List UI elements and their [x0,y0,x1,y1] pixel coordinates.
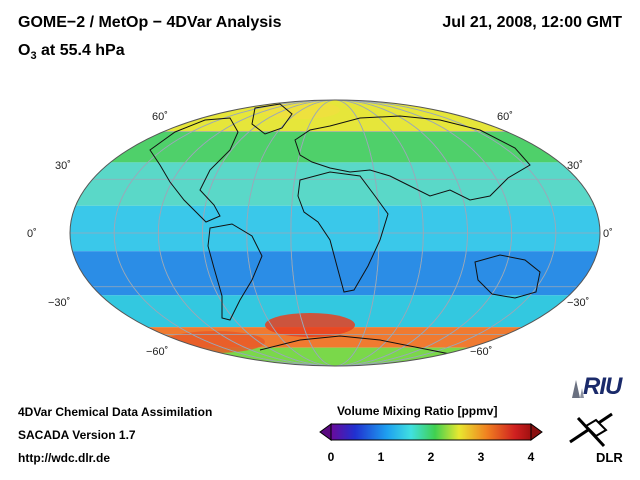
meridian-150 [113,100,557,366]
colorbar-tick-1: 1 [377,450,385,464]
subtitle-subscript: 3 [30,50,37,63]
coastline-europe-asia [294,115,531,201]
coastline-australia [474,254,541,299]
meridian-30 [290,100,380,366]
field-band-0 [70,100,600,132]
coastlines [149,103,541,357]
lat-label-eq-left: 0˚ [27,228,37,240]
lat-label-n60-right: 60˚ [497,111,513,123]
colorbar [319,423,543,441]
lat-label-s60-right: −60˚ [470,346,493,358]
riu-logo-text: RIU [583,373,622,400]
lat-label-n60-left: 60˚ [152,111,168,123]
colorbar-tick-2: 2 [427,450,435,464]
colorbar-tick-0: 0 [327,450,335,464]
hotspot-arctic [260,101,340,119]
lat-label-n30-left: 30˚ [55,160,71,172]
map-datetime: Jul 21, 2008, 12:00 GMT [442,14,622,31]
subtitle-suffix: at 55.4 hPa [36,42,125,59]
footer-line1: 4DVar Chemical Data Assimilation [18,405,213,419]
dlr-logo-icon [569,412,613,448]
ozone-field [70,100,600,366]
dlr-logo-text: DLR [596,450,623,465]
colorbar-high-arrow [530,423,543,441]
coastline-north-america [149,117,239,223]
colorbar-title: Volume Mixing Ratio [ppmv] [337,404,498,418]
coastline-greenland [251,103,293,135]
lat-label-n30-right: 30˚ [567,160,583,172]
colorbar-ramp [330,423,532,441]
field-band-1 [70,131,600,163]
coastline-africa [297,171,389,293]
lat-label-s60-left: −60˚ [146,346,169,358]
lat-label-eq-right: 0˚ [603,228,613,240]
meridian-90 [202,100,468,366]
meridian-120 [157,100,513,366]
riu-logo-icon [572,380,584,398]
colorbar-tick-3: 3 [477,450,485,464]
coastline-south-america [207,223,263,321]
graticule [70,100,600,366]
coastline-antarctica [259,335,461,357]
map-title: GOME−2 / MetOp − 4DVar Analysis [18,14,282,31]
map-subtitle: O3 at 55.4 hPa [18,42,125,62]
lat-label-s30-right: −30˚ [567,297,590,309]
lat-label-s30-left: −30˚ [48,297,71,309]
field-band-3 [70,205,600,252]
subtitle-prefix: O [18,42,31,59]
globe-outline [69,99,601,367]
colorbar-tick-4: 4 [527,450,535,464]
colorbar-low-arrow [319,423,332,441]
footer-line2: SACADA Version 1.7 [18,428,136,442]
footer-url[interactable]: http://wdc.dlr.de [18,451,110,465]
field-band-2 [70,162,600,206]
hotspot-south-atlantic [265,313,355,337]
